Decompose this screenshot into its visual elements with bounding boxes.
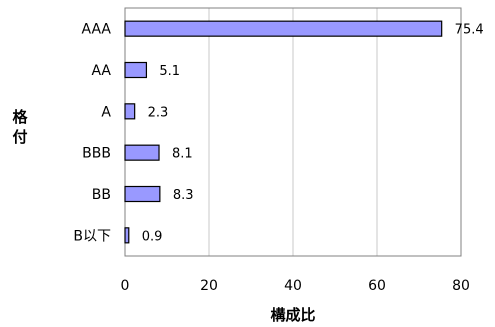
- value-label: 8.1: [172, 147, 193, 162]
- y-axis-title-char: 付: [12, 128, 27, 146]
- category-label: A: [101, 104, 111, 120]
- bar: [124, 61, 148, 79]
- value-label: 0.9: [142, 229, 163, 244]
- y-axis-title-char: 格: [12, 108, 28, 126]
- value-label: 5.1: [159, 64, 180, 79]
- value-label: 8.3: [173, 188, 194, 203]
- x-tick-label: 0: [121, 278, 130, 294]
- bar: [124, 144, 160, 161]
- x-axis-title: 構成比: [270, 306, 315, 324]
- bar: [124, 20, 443, 37]
- category-label: AA: [91, 63, 111, 79]
- bar: [124, 185, 161, 203]
- category-label: BBB: [82, 146, 111, 162]
- value-label: 75.4: [455, 23, 484, 38]
- y-axis-title: 格付: [12, 108, 28, 146]
- value-label: 2.3: [148, 105, 169, 120]
- x-tick-label: 20: [200, 278, 218, 294]
- category-label: BB: [92, 187, 111, 203]
- x-tick-label: 80: [452, 278, 470, 294]
- grid-lines: [208, 8, 378, 256]
- plot-area: [124, 7, 462, 257]
- x-tick-labels: 0 20 40 60 80: [121, 278, 470, 294]
- category-label: B以下: [73, 228, 111, 244]
- bars: [124, 20, 443, 244]
- bar: [124, 103, 136, 120]
- category-label: AAA: [81, 22, 111, 38]
- x-tick-label: 40: [284, 278, 302, 294]
- bar: [124, 227, 130, 244]
- x-tick-label: 60: [368, 278, 386, 294]
- value-labels: 75.4 5.1 2.3 8.1 8.3 0.9: [142, 23, 484, 245]
